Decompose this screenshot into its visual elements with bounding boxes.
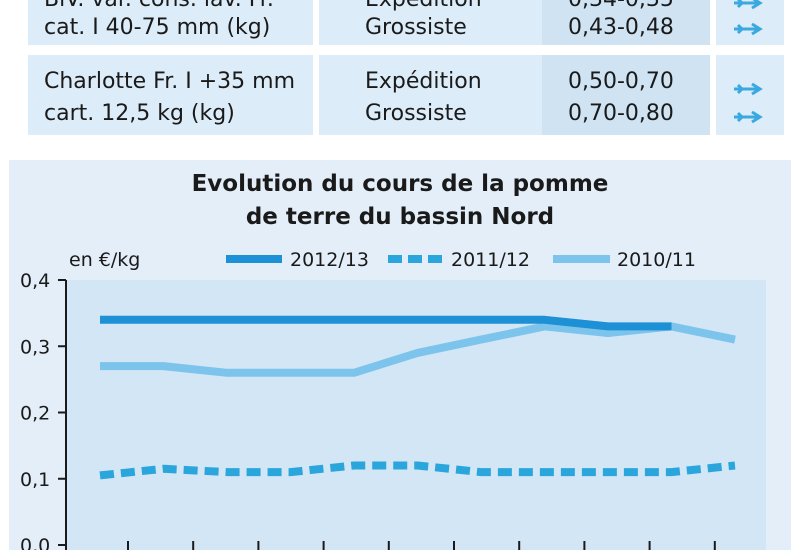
product-name: Charlotte Fr. I +35 mm [44, 69, 296, 94]
product-spec: cat. I 40-75 mm (kg) [44, 15, 271, 40]
market-stage: Expédition [365, 0, 482, 13]
y-tick-label: 0,4 [20, 270, 50, 292]
arrow-right-icon [734, 82, 763, 96]
price-range: 0,70-0,80 [568, 101, 674, 126]
arrow-right-icon [734, 22, 763, 36]
row-divider [28, 45, 784, 55]
price-range: 0,50-0,70 [568, 69, 674, 94]
y-tick-label: 0,2 [20, 403, 50, 425]
market-stage: Expédition [365, 69, 482, 94]
y-axis-label: en €/kg [69, 249, 140, 271]
arrow-right-icon [734, 110, 763, 124]
price-column-background [542, 0, 710, 135]
axes: 0,0 0,1 0,2 0,3 0,4 [20, 270, 716, 550]
y-tick-label: 0,1 [20, 469, 50, 491]
series-line-2010-11 [100, 322, 736, 377]
column-divider [313, 0, 319, 135]
column-divider [710, 0, 716, 135]
price-table [28, 0, 784, 135]
y-tick-label: 0,3 [20, 336, 50, 358]
legend-label-2010-11: 2010/11 [617, 249, 696, 271]
y-tick-label: 0,0 [20, 535, 50, 550]
series-line-2011-12 [99, 461, 736, 480]
product-name: BlV. var. cons. lav. Fr. [44, 0, 274, 13]
market-stage: Grossiste [365, 15, 467, 40]
chart-title-line1: Evolution du cours de la pomme [191, 171, 609, 197]
price-range: 0,34-0,35 [568, 0, 674, 13]
series-layer [99, 315, 736, 480]
price-range: 0,43-0,48 [568, 15, 674, 40]
product-spec: cart. 12,5 kg (kg) [44, 101, 235, 126]
series-line-2012-13 [100, 315, 672, 331]
chart-title-line2: de terre du bassin Nord [245, 204, 555, 230]
legend-label-2012-13: 2012/13 [290, 249, 369, 271]
market-stage: Grossiste [365, 101, 467, 126]
legend: 2012/13 2011/12 2010/11 [226, 249, 696, 271]
legend-label-2011-12: 2011/12 [451, 249, 530, 271]
chart-title: Evolution du cours de la pomme de terre … [0, 168, 800, 234]
arrow-right-icon [734, 0, 763, 10]
